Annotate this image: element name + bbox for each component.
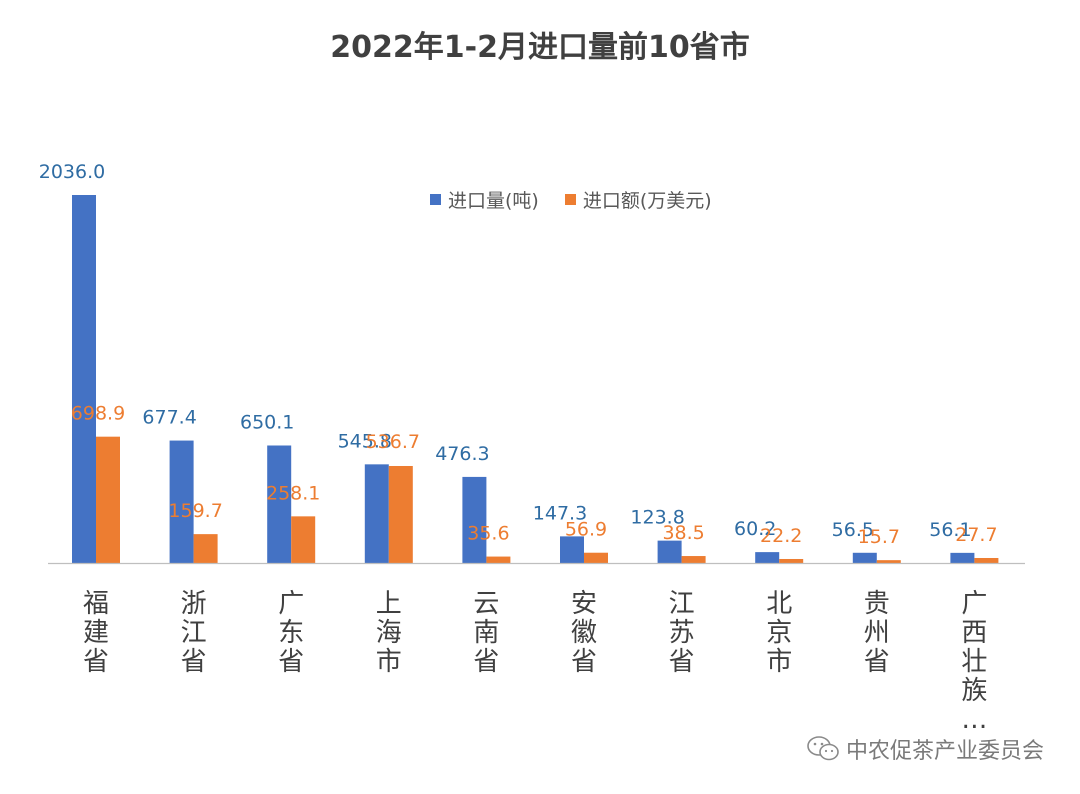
- data-label-volume-0: 2036.0: [39, 161, 105, 183]
- bar-value-3: [388, 465, 413, 563]
- bar-value-2: [291, 516, 316, 563]
- data-label-value-2: 258.1: [266, 482, 320, 504]
- bar-volume-5: [560, 536, 584, 563]
- bar-volume-7: [755, 552, 780, 563]
- bar-value-5: [584, 552, 608, 563]
- category-label-7: 北京市: [766, 589, 792, 677]
- bar-value-4: [486, 556, 511, 563]
- data-label-value-5: 56.9: [565, 519, 607, 541]
- category-label-6: 江苏省: [669, 589, 695, 677]
- bar-value-7: [779, 558, 804, 563]
- category-label-5: 安徽省: [571, 589, 597, 677]
- category-label-8: 贵州省: [864, 589, 890, 677]
- category-label-2: 广东省: [278, 589, 304, 677]
- bar-value-1: [193, 534, 218, 563]
- bar-value-8: [876, 560, 901, 563]
- data-label-value-4: 35.6: [467, 523, 509, 545]
- data-label-value-1: 159.7: [168, 500, 222, 522]
- chart-title: 2022年1-2月进口量前10省市: [330, 30, 750, 65]
- bar-value-0: [96, 436, 120, 563]
- bar-volume-9: [950, 552, 975, 563]
- wechat-icon: [807, 736, 839, 761]
- legend-label-volume: 进口量(吨): [448, 190, 539, 212]
- bar-value-9: [974, 557, 999, 563]
- bar-volume-2: [267, 445, 292, 563]
- data-label-volume-2: 650.1: [240, 411, 294, 433]
- legend-swatch-volume: [430, 194, 441, 205]
- data-label-volume-8: 56.5: [832, 519, 874, 541]
- data-label-volume-1: 677.4: [142, 407, 196, 429]
- data-label-volume-4: 476.3: [435, 443, 489, 465]
- legend-label-value: 进口额(万美元): [582, 190, 712, 212]
- data-label-value-6: 38.5: [662, 522, 704, 544]
- data-label-value-7: 22.2: [760, 525, 802, 547]
- bar-volume-8: [852, 552, 877, 563]
- category-label-4: 云南省: [473, 589, 499, 677]
- bar-volume-3: [364, 464, 389, 563]
- legend-item-value: 进口额(万美元): [564, 186, 712, 213]
- watermark-text: 中农促茶产业委员会: [845, 739, 1044, 764]
- bar-value-6: [681, 556, 706, 563]
- chart-legend: 进口量(吨) 进口额(万美元): [430, 186, 738, 213]
- data-label-value-3: 536.7: [366, 431, 420, 453]
- bar-volume-1: [169, 440, 194, 563]
- category-label-1: 浙江省: [181, 589, 207, 677]
- data-label-volume-3: 545.8: [338, 430, 392, 452]
- data-label-value-8: 15.7: [858, 526, 900, 548]
- bar-volume-4: [462, 476, 487, 563]
- category-label-3: 上海市: [376, 589, 402, 677]
- data-label-volume-5: 147.3: [533, 502, 587, 524]
- data-label-volume-9: 56.1: [929, 519, 971, 541]
- legend-item-volume: 进口量(吨): [430, 186, 539, 213]
- watermark: 中农促茶产业委员会: [806, 733, 1044, 765]
- bar-volume-6: [657, 540, 682, 563]
- bar-volume-0: [72, 195, 96, 563]
- category-label-9: 广西壮族…: [961, 589, 987, 735]
- data-label-value-9: 27.7: [955, 524, 997, 546]
- data-label-value-0: 698.9: [71, 403, 125, 425]
- data-label-volume-7: 60.2: [734, 518, 776, 540]
- legend-swatch-value: [564, 194, 576, 205]
- data-label-volume-6: 123.8: [630, 507, 684, 529]
- category-label-0: 福建省: [83, 589, 109, 677]
